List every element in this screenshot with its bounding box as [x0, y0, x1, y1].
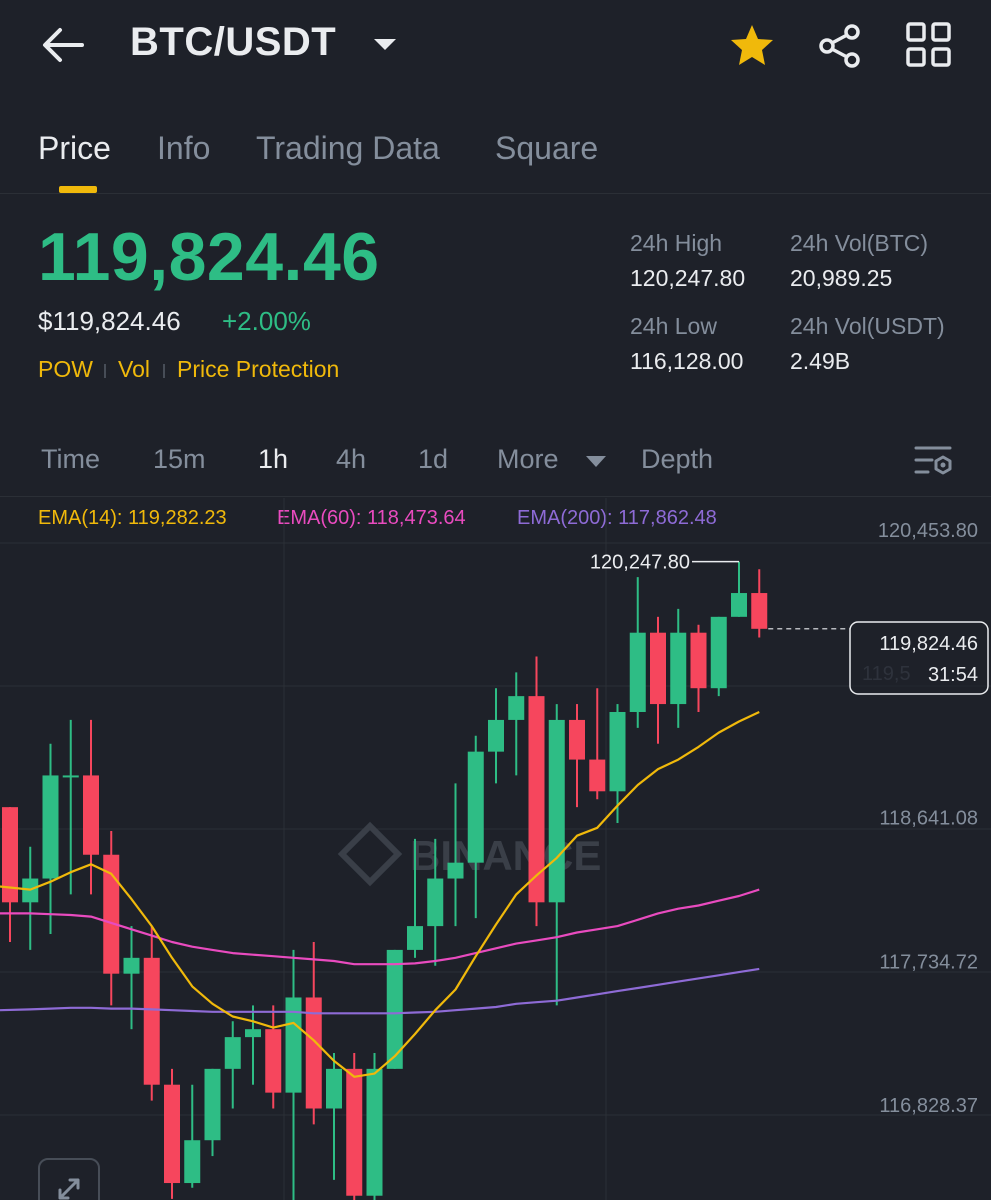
ema14-legend: EMA(14): 119,282.23	[38, 507, 227, 529]
chart-settings-icon[interactable]	[912, 438, 956, 482]
chevron-down-icon[interactable]	[584, 452, 608, 472]
tf-15m[interactable]: 15m	[153, 444, 206, 474]
ema200-line	[0, 967, 760, 1015]
high-price-label: 120,247.80	[590, 552, 690, 574]
stat-24h-low-value: 116,128.00	[630, 348, 744, 374]
price-change-percent: +2.00%	[222, 306, 311, 336]
usd-price: $119,824.46	[38, 306, 181, 336]
candle-body	[629, 632, 646, 712]
candle-body	[224, 1037, 241, 1069]
candle-body	[690, 632, 707, 689]
tf-1h[interactable]: 1h	[258, 444, 289, 474]
y-axis-tick-label: 117,734.72	[879, 951, 978, 973]
candle-body	[143, 957, 160, 1085]
candle-body	[62, 775, 79, 778]
candle-body	[285, 997, 302, 1093]
back-arrow-icon[interactable]	[38, 22, 88, 68]
tf-1d[interactable]: 1d	[418, 444, 449, 474]
tab-price[interactable]: Price	[38, 130, 111, 166]
candle-body	[467, 751, 484, 863]
last-price-label: 119,824.46	[879, 633, 978, 655]
candle-body	[731, 593, 747, 617]
ema200-legend: EMA(200): 117,862.48	[517, 507, 717, 529]
candle-body	[650, 632, 666, 705]
fullscreen-button[interactable]	[38, 1158, 100, 1200]
candle-body	[569, 719, 585, 760]
candle-body	[305, 997, 322, 1109]
candle-body	[710, 616, 727, 689]
active-tab-indicator	[59, 186, 97, 193]
stat-24h-high-label: 24h High	[630, 230, 723, 256]
tag-price-protection[interactable]: Price Protection	[177, 356, 340, 382]
candle-body	[245, 1029, 261, 1038]
candle-body	[447, 862, 464, 879]
tab-trading-data[interactable]: Trading Data	[256, 130, 440, 166]
stat-24h-vol-btc-label: 24h Vol(BTC)	[790, 230, 929, 256]
candle-body	[366, 1068, 383, 1196]
candle-body	[2, 807, 18, 903]
expand-icon	[58, 1178, 80, 1200]
last-price-box	[849, 621, 989, 695]
candle-body	[488, 719, 504, 752]
stat-24h-vol-btc-value: 20,989.25	[790, 265, 893, 291]
grid-menu-icon[interactable]	[904, 20, 954, 70]
top-bar: BTC/USDT	[0, 0, 991, 95]
candle-body	[123, 957, 140, 974]
tf-4h[interactable]: 4h	[336, 444, 367, 474]
star-icon[interactable]	[728, 22, 776, 70]
stat-24h-vol-usdt-value: 2.49B	[790, 348, 851, 374]
ema60-line	[0, 888, 760, 966]
watermark-logo-icon	[337, 821, 403, 887]
tf-time[interactable]: Time	[41, 444, 100, 474]
tag-divider	[104, 364, 106, 378]
candle-body	[508, 696, 525, 720]
last-price: 119,824.46	[38, 219, 380, 295]
candle-body	[103, 854, 120, 974]
tf-depth[interactable]: Depth	[641, 444, 714, 474]
tag-pow[interactable]: POW	[38, 356, 93, 382]
candle-body	[589, 759, 606, 792]
candle-body	[670, 632, 687, 705]
candle-body	[42, 775, 59, 879]
candle-body	[346, 1068, 363, 1196]
candle-body	[386, 949, 403, 1069]
candle-body	[427, 878, 444, 927]
stat-24h-high-value: 120,247.80	[630, 265, 746, 291]
candle-body	[326, 1068, 342, 1109]
candle-body	[164, 1084, 180, 1184]
candle-body	[83, 775, 99, 855]
tab-info[interactable]: Info	[157, 130, 211, 166]
y-axis-tick-label: 116,828.37	[879, 1095, 978, 1117]
stat-24h-low-label: 24h Low	[630, 313, 717, 339]
chevron-down-icon[interactable]	[370, 30, 400, 60]
tab-square[interactable]: Square	[495, 130, 599, 166]
candle-body	[204, 1068, 221, 1141]
candle-body	[751, 593, 768, 629]
page-tabs: Price Info Trading Data Square	[0, 120, 991, 194]
tf-more[interactable]: More	[497, 444, 559, 474]
ema14-line	[0, 711, 760, 1078]
ema60-legend: EMA(60): 118,473.64	[277, 507, 466, 529]
pair-title[interactable]: BTC/USDT	[130, 20, 337, 64]
stat-24h-vol-usdt-label: 24h Vol(USDT)	[790, 313, 945, 339]
candle-body	[265, 1029, 282, 1093]
candlestick-chart[interactable]: BINANCE 120,453.80 118,641.08 117,734.72 116…	[0, 498, 991, 1200]
candle-body	[184, 1140, 201, 1184]
candle-body	[548, 719, 565, 903]
share-icon[interactable]	[816, 22, 864, 70]
tag-vol[interactable]: Vol	[118, 356, 150, 382]
divider	[0, 496, 991, 497]
tag-divider	[163, 364, 165, 378]
candle-body	[609, 711, 626, 792]
candle-body	[528, 696, 545, 903]
y-axis-tick-label: 120,453.80	[878, 520, 978, 542]
candle-countdown: 31:54	[928, 664, 978, 686]
y-axis-tick-label: 118,641.08	[879, 808, 978, 830]
candle-body	[407, 926, 423, 950]
watermark-text: BINANCE	[410, 832, 601, 879]
